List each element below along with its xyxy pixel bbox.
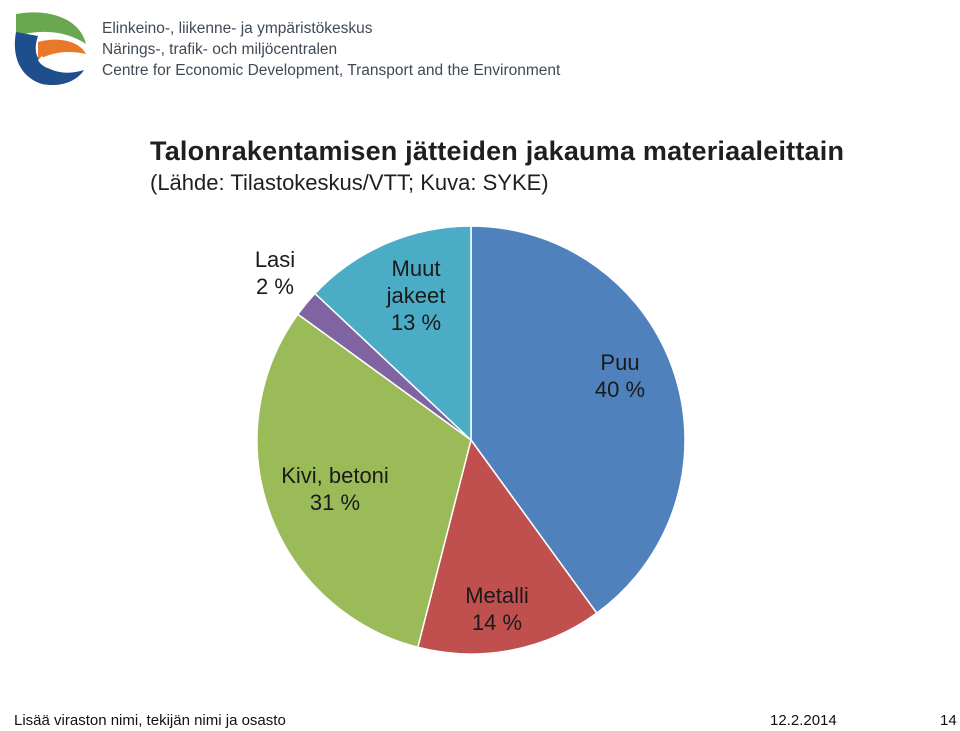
page-number: 14 <box>940 712 957 729</box>
org-name-en: Centre for Economic Development, Transpo… <box>102 62 561 79</box>
slice-label-2: Kivi, betoni 31 % <box>281 463 389 515</box>
organization-name: Elinkeino-, liikenne- ja ympäristökeskus… <box>102 18 560 81</box>
pie-slice-2 <box>256 313 472 649</box>
pie-slice-1 <box>416 438 598 655</box>
pie-slice-4 <box>313 225 472 442</box>
slice-label-4: Muut jakeet 13 % <box>386 256 446 335</box>
slice-label-0: Puu 40 % <box>595 350 645 402</box>
chart-title: Talonrakentamisen jätteiden jakauma mate… <box>150 136 845 166</box>
pie-slice-0 <box>470 225 686 615</box>
org-name-fi: Elinkeino-, liikenne- ja ympäristökeskus <box>102 20 373 37</box>
footer-date: 12.2.2014 <box>770 712 837 729</box>
footer-text: Lisää viraston nimi, tekijän nimi ja osa… <box>14 712 286 729</box>
chart-subtitle: (Lähde: Tilastokeskus/VTT; Kuva: SYKE) <box>150 170 549 195</box>
slide-header: Elinkeino-, liikenne- ja ympäristökeskus… <box>0 0 960 100</box>
slice-label-1: Metalli 14 % <box>465 583 529 635</box>
slice-label-3: Lasi 2 % <box>255 247 295 299</box>
org-name-sv: Närings-, trafik- och miljöcentralen <box>102 41 338 58</box>
ely-logo-icon <box>14 12 86 86</box>
